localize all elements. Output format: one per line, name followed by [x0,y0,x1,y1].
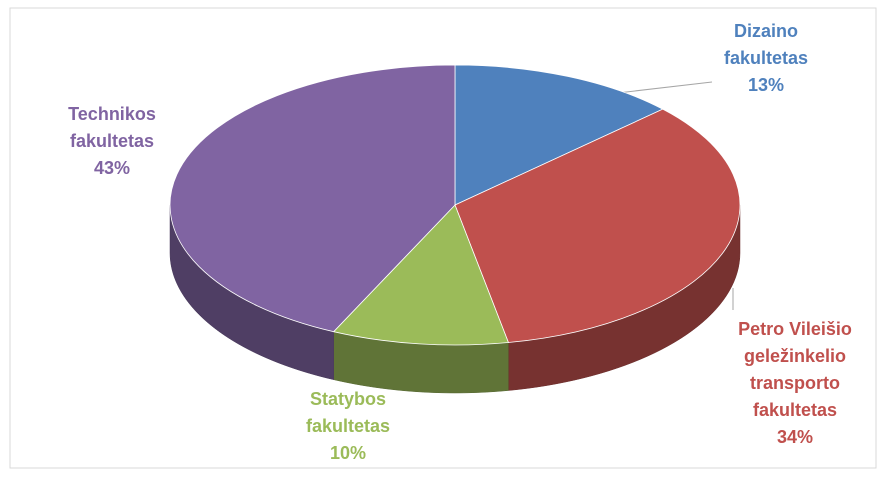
category-label: Petro Vileišio geležinkelio transporto f… [738,319,852,420]
data-label: Petro Vileišio geležinkelio transporto f… [720,316,870,451]
data-label: Statybos fakultetas 10% [273,386,423,467]
value-label: 43% [93,158,131,178]
pie-slice [454,64,664,206]
value-label: 34% [776,427,814,447]
value-label: 13% [747,75,785,95]
category-label: Dizaino fakultetas [723,21,809,68]
data-label: Technikos fakultetas 43% [42,101,182,182]
category-label: Statybos fakultetas [305,389,391,436]
pie-slice [454,108,741,343]
pie-slice [332,204,509,346]
pie-slice [169,64,456,333]
value-label: 10% [329,443,367,463]
category-label: Technikos fakultetas [68,104,156,151]
chart-frame [9,7,877,469]
data-label: Dizaino fakultetas 13% [696,18,836,99]
